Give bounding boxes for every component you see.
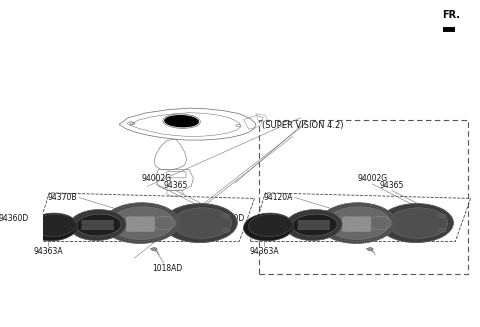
- Ellipse shape: [325, 207, 390, 239]
- Text: 94360D: 94360D: [0, 215, 29, 223]
- Text: 94370B: 94370B: [48, 193, 77, 202]
- Ellipse shape: [69, 210, 126, 241]
- Ellipse shape: [222, 214, 230, 218]
- Ellipse shape: [164, 115, 199, 128]
- Ellipse shape: [319, 203, 395, 243]
- Text: (SUPER VISION 4.2): (SUPER VISION 4.2): [263, 122, 344, 130]
- Ellipse shape: [222, 228, 230, 232]
- Ellipse shape: [438, 228, 446, 232]
- Text: 94002G: 94002G: [141, 174, 171, 183]
- Text: 94363A: 94363A: [33, 247, 63, 256]
- Ellipse shape: [388, 208, 448, 238]
- Ellipse shape: [292, 214, 337, 236]
- Ellipse shape: [438, 214, 446, 218]
- FancyBboxPatch shape: [82, 220, 113, 224]
- FancyBboxPatch shape: [298, 226, 329, 230]
- Text: 1018AD: 1018AD: [152, 264, 182, 273]
- Text: 94363A: 94363A: [250, 247, 279, 256]
- FancyBboxPatch shape: [343, 217, 371, 231]
- Text: 94120A: 94120A: [264, 193, 293, 202]
- Text: FR.: FR.: [442, 10, 460, 21]
- Ellipse shape: [172, 208, 232, 238]
- Ellipse shape: [243, 213, 294, 241]
- FancyBboxPatch shape: [443, 27, 455, 32]
- Ellipse shape: [109, 207, 174, 239]
- Ellipse shape: [76, 214, 121, 236]
- Ellipse shape: [163, 203, 237, 243]
- Ellipse shape: [103, 203, 179, 243]
- Ellipse shape: [286, 210, 342, 241]
- Text: 94365: 94365: [380, 181, 404, 190]
- Ellipse shape: [367, 248, 373, 250]
- Ellipse shape: [379, 203, 454, 243]
- Text: 94002G: 94002G: [357, 174, 387, 183]
- FancyBboxPatch shape: [127, 217, 155, 231]
- Text: 94360D: 94360D: [215, 215, 245, 223]
- Text: 94365: 94365: [164, 181, 188, 190]
- Ellipse shape: [27, 213, 78, 241]
- FancyBboxPatch shape: [82, 226, 113, 230]
- Ellipse shape: [151, 248, 157, 250]
- Ellipse shape: [248, 214, 292, 236]
- Ellipse shape: [32, 214, 76, 236]
- FancyBboxPatch shape: [298, 220, 329, 224]
